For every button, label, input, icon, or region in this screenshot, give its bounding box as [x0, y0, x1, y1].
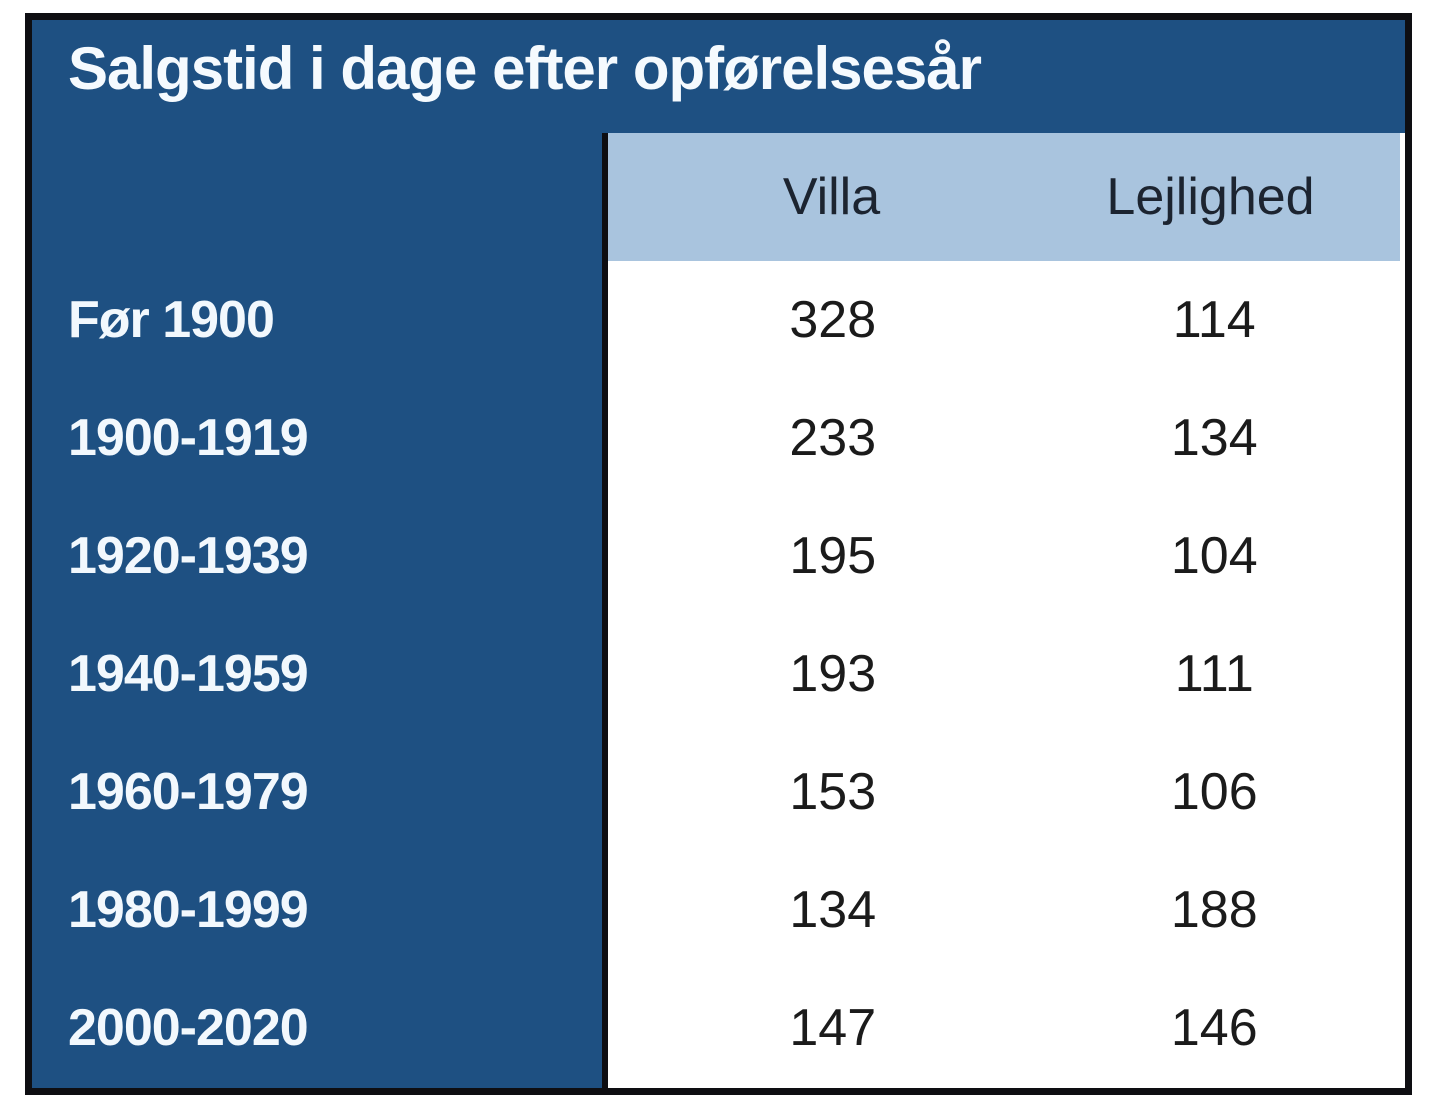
- table-row: 193 111: [608, 615, 1405, 733]
- value-lejlighed: 146: [1170, 999, 1258, 1057]
- row-label-1980-1999: 1980-1999: [68, 881, 309, 939]
- value-villa: 328: [789, 291, 877, 349]
- table-row: 147 146: [608, 969, 1405, 1087]
- table-row: 328 114: [608, 261, 1405, 379]
- row-label-2000-2020: 2000-2020: [68, 999, 309, 1057]
- value-lejlighed: 134: [1170, 409, 1258, 467]
- table-title: Salgstid i dage efter opførelsesår: [68, 35, 982, 102]
- value-villa: 134: [789, 881, 877, 939]
- value-lejlighed: 104: [1170, 527, 1258, 585]
- column-header-villa: Villa: [782, 168, 881, 226]
- value-lejlighed: 188: [1170, 881, 1258, 939]
- table-row: 153 106: [608, 733, 1405, 851]
- row-label-1960-1979: 1960-1979: [68, 763, 309, 821]
- value-villa: 233: [789, 409, 877, 467]
- value-villa: 195: [789, 527, 877, 585]
- data-panel: Villa Lejlighed 328 114 233 134 195 104 …: [602, 133, 1405, 1088]
- value-villa: 147: [789, 999, 877, 1057]
- table-row: 134 188: [608, 851, 1405, 969]
- row-label-before-1900: Før 1900: [68, 291, 275, 349]
- data-rows: 328 114 233 134 195 104 193 111 153 10: [608, 261, 1405, 1087]
- column-header-lejlighed: Lejlighed: [1106, 168, 1315, 226]
- row-label-column: Før 1900 1900-1919 1920-1939 1940-1959 1…: [32, 261, 602, 1087]
- value-lejlighed: 114: [1172, 291, 1256, 349]
- row-label-1920-1939: 1920-1939: [68, 527, 309, 585]
- row-label-1900-1919: 1900-1919: [68, 409, 309, 467]
- value-lejlighed: 106: [1170, 763, 1258, 821]
- value-villa: 153: [789, 763, 877, 821]
- sales-time-table: Salgstid i dage efter opførelsesår Før 1…: [25, 13, 1412, 1095]
- column-header-row: Villa Lejlighed: [608, 133, 1400, 261]
- table-row: 195 104: [608, 497, 1405, 615]
- table-row: 233 134: [608, 379, 1405, 497]
- value-lejlighed: 111: [1174, 645, 1254, 703]
- row-label-1940-1959: 1940-1959: [68, 645, 309, 703]
- value-villa: 193: [789, 645, 877, 703]
